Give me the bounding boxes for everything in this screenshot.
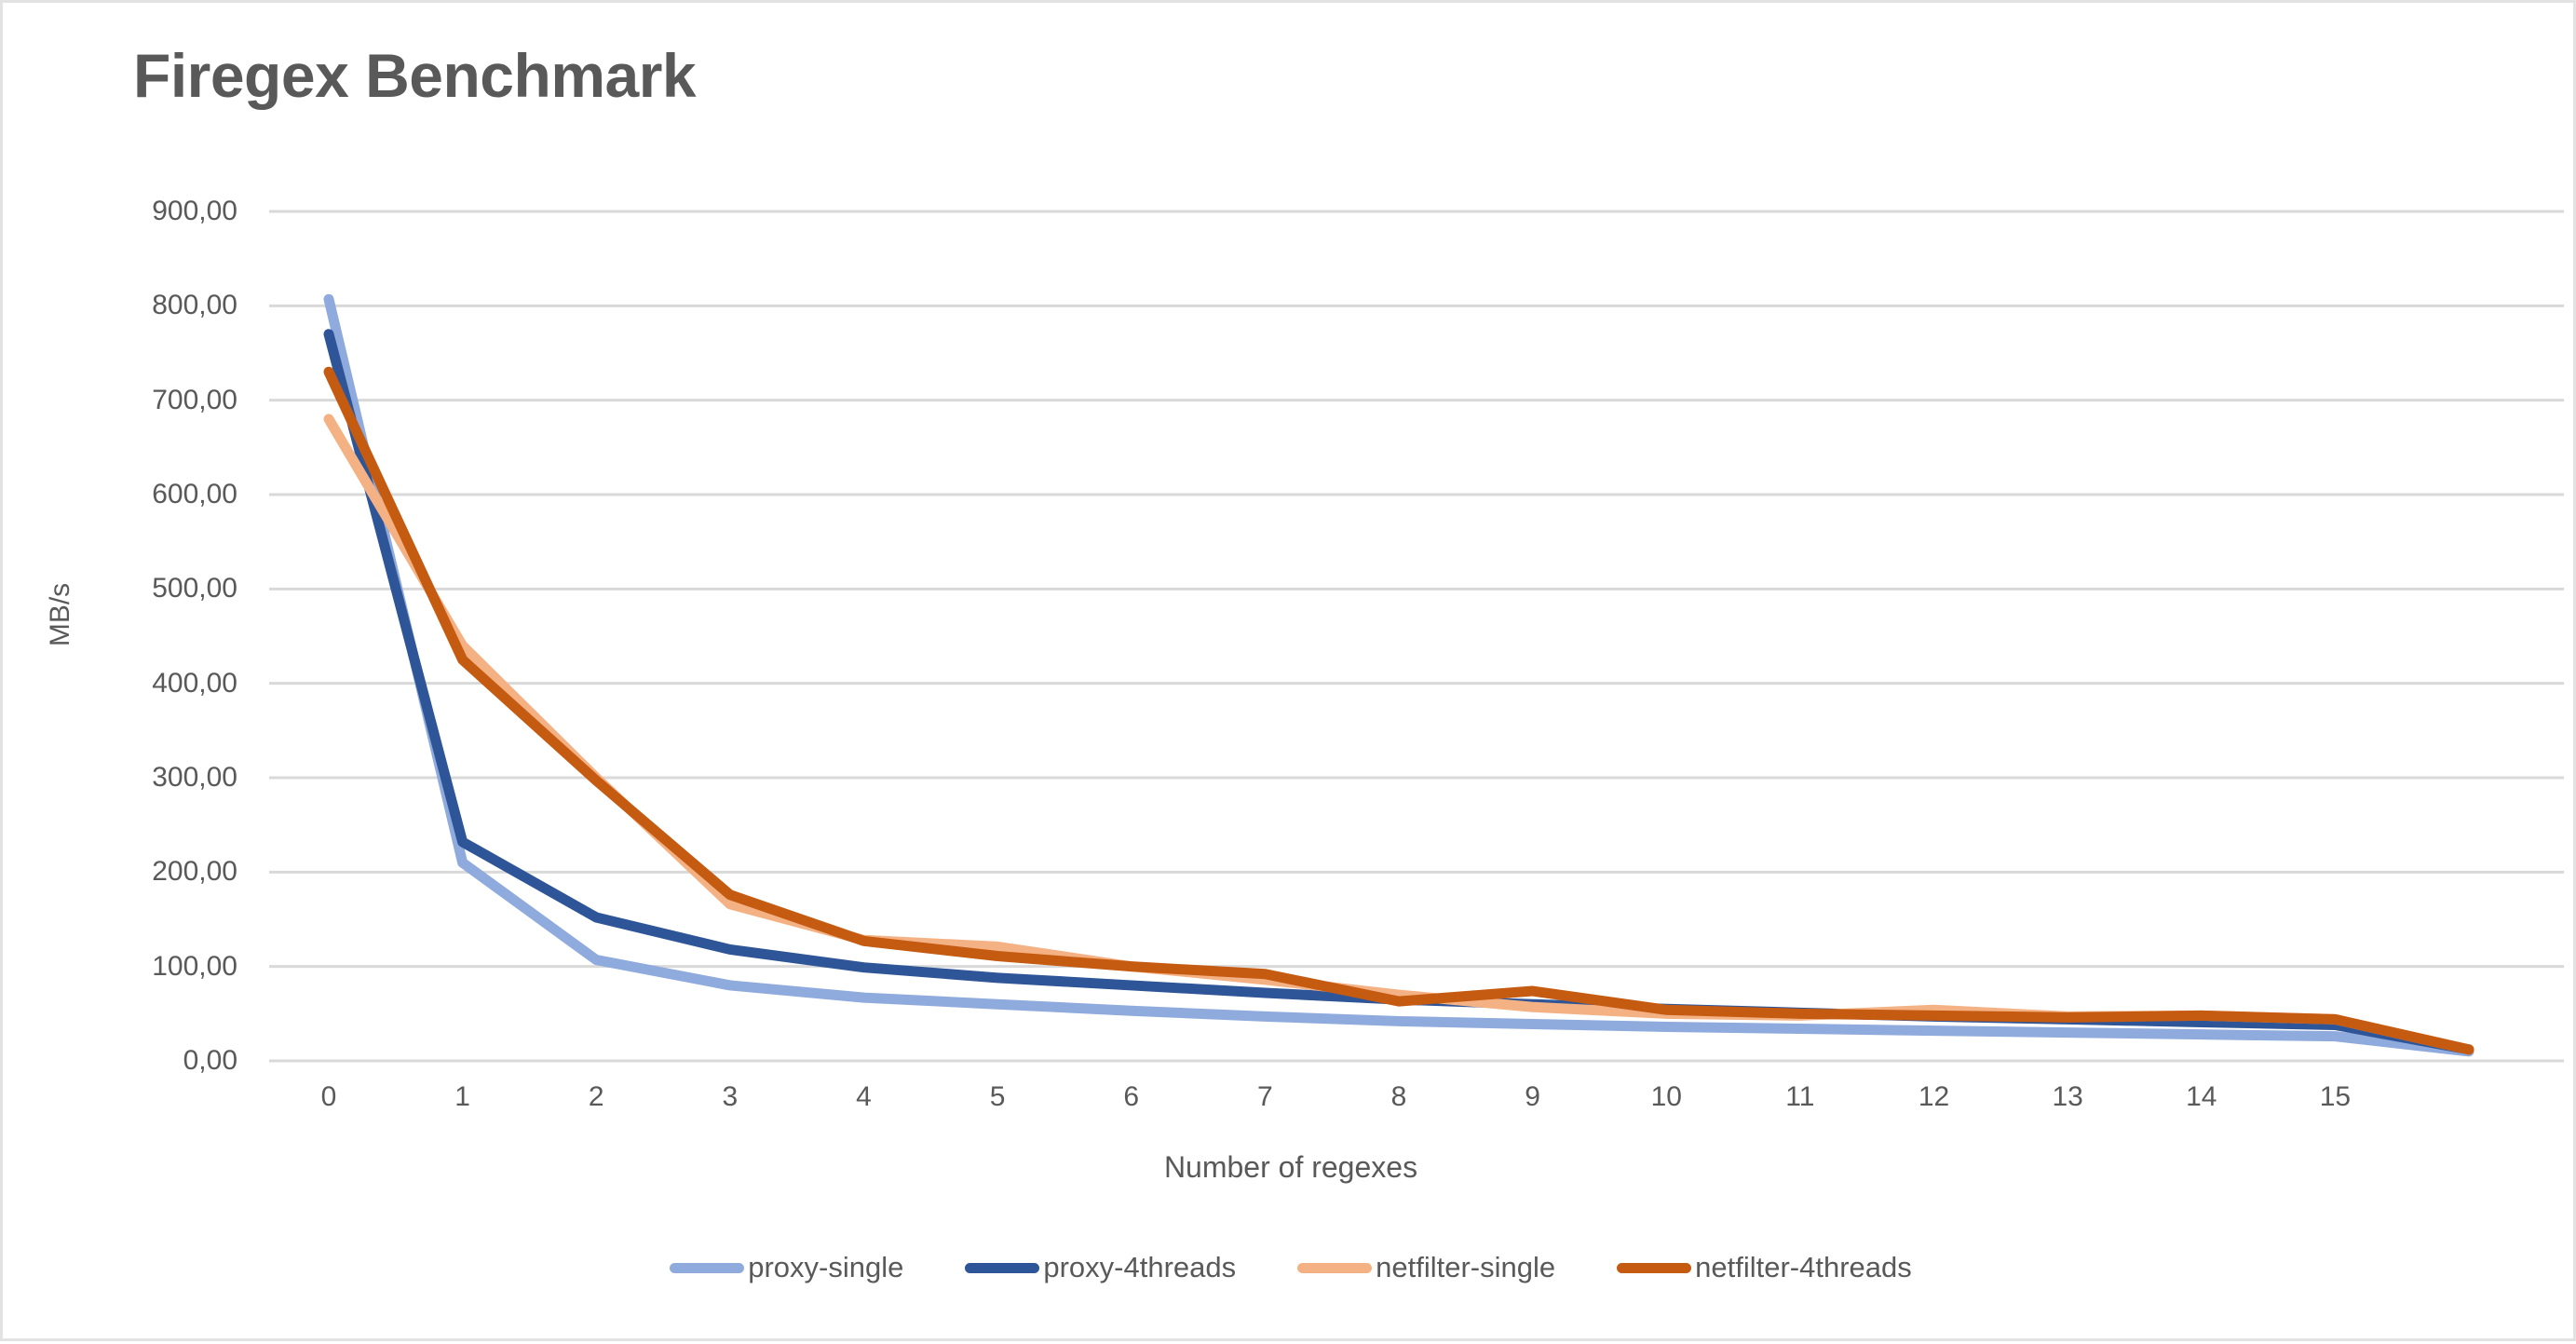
- gridlines: [269, 210, 2564, 1063]
- y-tick-label: 500,00: [152, 573, 237, 604]
- x-tick-label: 13: [2052, 1081, 2083, 1112]
- series-line-proxy-single: [323, 293, 2474, 1057]
- series-line-netfilter-4threads: [323, 366, 2474, 1055]
- y-tick-label: 200,00: [152, 856, 237, 888]
- x-axis-title: Number of regexes: [1163, 1150, 1418, 1184]
- y-tick-label: 700,00: [152, 384, 237, 415]
- x-tick-label: 5: [989, 1081, 1006, 1112]
- legend-swatch-icon: [1617, 1262, 1692, 1273]
- x-tick-label: 7: [1257, 1081, 1273, 1112]
- y-tick-label: 400,00: [152, 667, 237, 699]
- y-tick-label: 300,00: [152, 762, 237, 793]
- y-tick-label: 100,00: [152, 950, 237, 982]
- chart-legend: proxy-single proxy-4threads netfilter-sing…: [3, 1251, 2576, 1284]
- x-tick-label: 4: [856, 1081, 872, 1112]
- legend-swatch-icon: [965, 1262, 1040, 1273]
- legend-item-netfilter-single[interactable]: netfilter-single: [1297, 1251, 1555, 1284]
- series-line-proxy-4threads: [323, 329, 2474, 1055]
- x-tick-label: 6: [1123, 1081, 1140, 1112]
- legend-label: proxy-4threads: [1043, 1251, 1237, 1283]
- x-tick-label: 11: [1785, 1081, 1815, 1112]
- series-lines: [323, 293, 2474, 1057]
- x-tick-label: 1: [454, 1081, 470, 1112]
- series-line-netfilter-single: [323, 414, 2474, 1055]
- x-tick-label: 10: [1650, 1081, 1682, 1112]
- legend-label: netfilter-single: [1376, 1251, 1556, 1283]
- x-tick-label: 9: [1525, 1081, 1540, 1112]
- y-tick-label: 600,00: [152, 479, 237, 509]
- y-tick-label: 800,00: [152, 290, 237, 321]
- y-tick-label: 900,00: [152, 196, 237, 226]
- x-tick-label: 2: [588, 1081, 604, 1112]
- legend-swatch-icon: [1297, 1262, 1373, 1273]
- x-tick-label: 0: [320, 1081, 337, 1112]
- legend-label: netfilter-4threads: [1695, 1251, 1912, 1283]
- legend-swatch-icon: [670, 1262, 745, 1273]
- plot-area: [269, 210, 2564, 1063]
- legend-item-proxy-4threads[interactable]: proxy-4threads: [965, 1251, 1236, 1284]
- x-tick-label: 15: [2319, 1081, 2352, 1112]
- x-tick-label: 12: [1918, 1081, 1950, 1112]
- x-tick-label: 8: [1390, 1081, 1407, 1112]
- y-tick-label: 0,00: [183, 1045, 237, 1076]
- chart-title: Firegex Benchmark: [133, 41, 697, 110]
- legend-item-netfilter-4threads[interactable]: netfilter-4threads: [1617, 1251, 1912, 1284]
- x-tick-label: 14: [2186, 1081, 2217, 1112]
- x-tick-label: 3: [722, 1081, 739, 1112]
- legend-label: proxy-single: [748, 1251, 904, 1283]
- legend-item-proxy-single[interactable]: proxy-single: [670, 1251, 903, 1284]
